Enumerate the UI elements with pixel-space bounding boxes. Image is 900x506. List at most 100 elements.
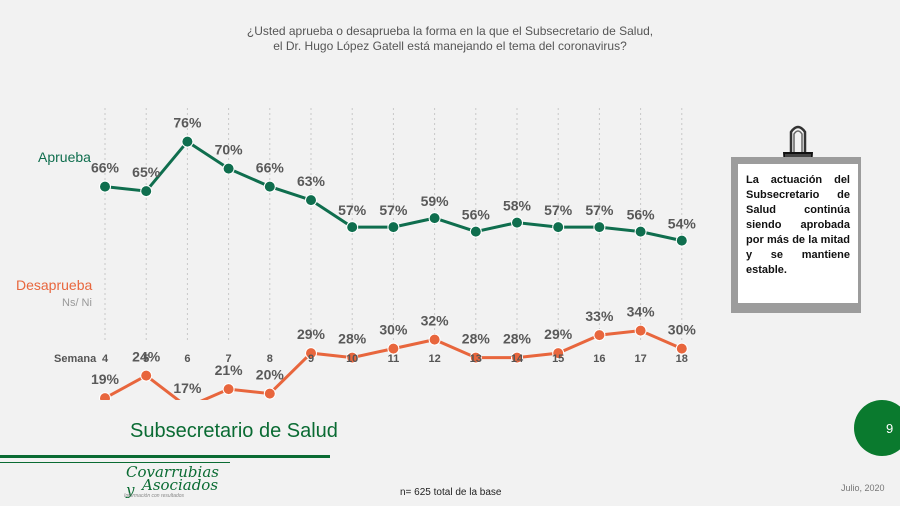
data-point <box>222 162 235 175</box>
x-tick-label: 16 <box>593 353 605 365</box>
logo-line-2: Asociados <box>142 476 219 494</box>
data-point <box>140 185 153 198</box>
data-label: 76% <box>173 115 202 131</box>
data-point <box>552 221 565 234</box>
x-tick-label: 12 <box>428 353 440 365</box>
x-tick-label: 7 <box>226 353 232 365</box>
x-axis-label: Semana <box>54 353 97 365</box>
note-box: La actuación del Subsecretario de Salud … <box>731 157 861 313</box>
x-tick-label: 9 <box>308 353 314 365</box>
data-label: 57% <box>379 202 408 218</box>
data-label: 65% <box>132 164 161 180</box>
section-title: Subsecretario de Salud <box>130 420 338 442</box>
data-label: 56% <box>627 207 656 223</box>
x-tick-label: 17 <box>634 353 646 365</box>
data-label: 56% <box>462 207 491 223</box>
line-chart: 66% 65% 76% 70% 66% 63% 57% 57% 59% 56% 58% 57% 57% 5… <box>16 108 697 400</box>
title-rule-thin <box>0 462 230 463</box>
data-point <box>634 225 647 238</box>
base-note: n= 625 total de la base <box>400 487 502 498</box>
data-point <box>469 225 482 238</box>
data-point <box>511 216 523 229</box>
data-label: 57% <box>585 202 614 218</box>
data-label: 19% <box>91 371 120 387</box>
data-point <box>263 180 276 193</box>
data-point <box>511 351 523 364</box>
x-tick-label: 11 <box>388 353 400 365</box>
chart-question: ¿Usted aprueba o desaprueba la forma en … <box>170 24 730 54</box>
data-point <box>428 333 441 346</box>
data-label: 33% <box>585 308 614 324</box>
company-logo: Covarrubias y Asociados Información con … <box>118 463 219 503</box>
series-name-label: Desaprueba <box>16 277 92 293</box>
data-labels: 66% 65% 76% 70% 66% 63% 57% 57% 59% 56% 58% 57% 57% 5… <box>91 115 697 397</box>
question-line-1: ¿Usted aprueba o desaprueba la forma en … <box>246 24 654 38</box>
data-point <box>428 212 441 225</box>
x-tick-label: 14 <box>511 353 524 365</box>
data-label: 30% <box>379 322 408 338</box>
data-point <box>593 329 606 342</box>
grid-lines <box>104 108 683 343</box>
data-label: 17% <box>173 380 202 396</box>
series-names: Aprueba Desaprueba Ns/ Ni <box>16 149 92 309</box>
data-label: 57% <box>338 202 367 218</box>
series-name-label: Aprueba <box>38 149 91 165</box>
note-text: La actuación del Subsecretario de Salud … <box>738 164 858 303</box>
data-point <box>634 324 647 337</box>
data-label: 66% <box>91 160 120 176</box>
data-label: 58% <box>503 198 532 214</box>
question-line-2: el Dr. Hugo López Gatell está manejando … <box>273 39 627 53</box>
data-label: 24% <box>132 349 161 365</box>
x-axis: Semana 4 5 6 7 8 9 10 11 12 13 14 15 16 17 18 <box>54 353 688 365</box>
data-label: 32% <box>421 313 450 329</box>
data-label: 70% <box>215 142 244 158</box>
data-label: 20% <box>256 367 285 383</box>
data-point <box>346 351 359 364</box>
data-point <box>305 194 317 207</box>
date-label: Julio, 2020 <box>841 483 885 493</box>
data-label: 54% <box>668 216 697 232</box>
data-label: 57% <box>544 202 573 218</box>
data-point <box>387 342 400 355</box>
data-label: 66% <box>256 160 285 176</box>
data-point <box>263 387 276 400</box>
data-label: 28% <box>503 331 532 347</box>
x-tick-label: 6 <box>184 353 190 365</box>
data-point <box>675 234 688 247</box>
data-point <box>593 221 606 234</box>
data-point <box>387 221 400 234</box>
logo-tagline: Información con resultados <box>124 493 185 499</box>
page-number: 9 <box>886 421 894 436</box>
x-tick-label: 4 <box>102 353 109 365</box>
x-tick-label: 10 <box>346 353 358 365</box>
data-label: 63% <box>297 173 326 189</box>
data-point <box>222 383 235 396</box>
data-point <box>140 369 153 382</box>
data-label: 30% <box>668 322 697 338</box>
data-point <box>469 351 482 364</box>
title-rule <box>0 455 330 458</box>
data-label: 29% <box>544 326 573 342</box>
x-tick-label: 18 <box>676 353 688 365</box>
x-tick-label: 13 <box>470 353 482 365</box>
data-point <box>181 135 194 148</box>
series-name-label: Ns/ Ni <box>62 297 92 309</box>
x-tick-label: 5 <box>143 353 149 365</box>
data-point <box>305 347 317 360</box>
page-number-badge: 9 <box>854 400 900 456</box>
data-point <box>99 392 111 400</box>
data-label: 28% <box>338 331 367 347</box>
logo-line-1: Covarrubias y <box>126 463 219 499</box>
data-label: 34% <box>627 304 656 320</box>
data-label: 59% <box>421 193 450 209</box>
data-label: 29% <box>297 326 326 342</box>
data-point <box>552 347 565 360</box>
x-tick-label: 8 <box>267 353 273 365</box>
x-tick-label: 15 <box>552 353 564 365</box>
data-point <box>675 342 688 355</box>
data-point <box>346 221 359 234</box>
data-point <box>99 180 111 193</box>
series-points <box>99 135 688 400</box>
data-label: 21% <box>215 362 244 378</box>
data-label: 28% <box>462 331 491 347</box>
